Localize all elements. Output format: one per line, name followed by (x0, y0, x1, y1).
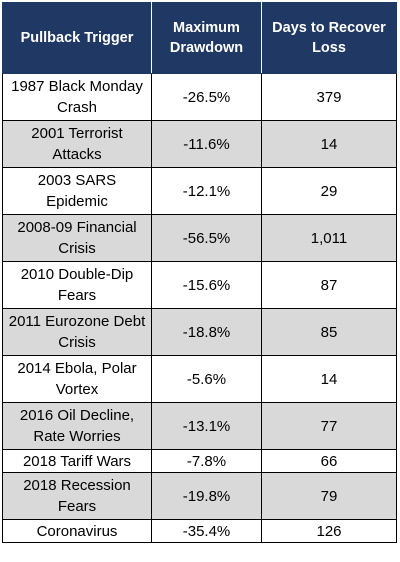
cell-days: 1,011 (261, 214, 397, 262)
cell-trigger: 2018 Tariff Wars (2, 449, 152, 473)
table-row: Coronavirus -35.4% 126 (2, 519, 397, 543)
header-row: Pullback Trigger Maximum Drawdown Days t… (2, 2, 397, 74)
cell-drawdown: -35.4% (151, 519, 262, 543)
pullback-table: Pullback Trigger Maximum Drawdown Days t… (2, 2, 397, 543)
cell-trigger: 2003 SARS Epidemic (2, 167, 152, 215)
cell-trigger: 2010 Double-Dip Fears (2, 261, 152, 309)
cell-trigger: 2011 Eurozone Debt Crisis (2, 308, 152, 356)
cell-days: 379 (261, 73, 397, 121)
cell-drawdown: -15.6% (151, 261, 262, 309)
cell-trigger: 2018 Recession Fears (2, 472, 152, 520)
cell-trigger: 2016 Oil Decline, Rate Worries (2, 402, 152, 450)
table-row: 2016 Oil Decline, Rate Worries -13.1% 77 (2, 402, 397, 450)
header-pullback-trigger: Pullback Trigger (2, 2, 152, 74)
table-row: 2001 Terrorist Attacks -11.6% 14 (2, 120, 397, 168)
cell-drawdown: -18.8% (151, 308, 262, 356)
table-row: 2010 Double-Dip Fears -15.6% 87 (2, 261, 397, 309)
table-row: 2018 Recession Fears -19.8% 79 (2, 472, 397, 520)
cell-drawdown: -26.5% (151, 73, 262, 121)
cell-trigger: 2001 Terrorist Attacks (2, 120, 152, 168)
cell-days: 29 (261, 167, 397, 215)
cell-days: 14 (261, 355, 397, 403)
cell-days: 79 (261, 472, 397, 520)
cell-days: 85 (261, 308, 397, 356)
header-maximum-drawdown: Maximum Drawdown (151, 2, 262, 74)
cell-trigger: 1987 Black Monday Crash (2, 73, 152, 121)
cell-drawdown: -11.6% (151, 120, 262, 168)
cell-trigger: 2008-09 Financial Crisis (2, 214, 152, 262)
cell-days: 66 (261, 449, 397, 473)
cell-days: 126 (261, 519, 397, 543)
cell-days: 77 (261, 402, 397, 450)
table-row: 2011 Eurozone Debt Crisis -18.8% 85 (2, 308, 397, 356)
cell-drawdown: -56.5% (151, 214, 262, 262)
table-row: 2014 Ebola, Polar Vortex -5.6% 14 (2, 355, 397, 403)
table-row: 1987 Black Monday Crash -26.5% 379 (2, 73, 397, 121)
table-row: 2003 SARS Epidemic -12.1% 29 (2, 167, 397, 215)
cell-days: 87 (261, 261, 397, 309)
cell-drawdown: -13.1% (151, 402, 262, 450)
table-row: 2008-09 Financial Crisis -56.5% 1,011 (2, 214, 397, 262)
cell-drawdown: -12.1% (151, 167, 262, 215)
cell-drawdown: -7.8% (151, 449, 262, 473)
cell-trigger: Coronavirus (2, 519, 152, 543)
cell-drawdown: -5.6% (151, 355, 262, 403)
cell-trigger: 2014 Ebola, Polar Vortex (2, 355, 152, 403)
cell-days: 14 (261, 120, 397, 168)
cell-drawdown: -19.8% (151, 472, 262, 520)
header-days-to-recover: Days to Recover Loss (261, 2, 397, 74)
table-row: 2018 Tariff Wars -7.8% 66 (2, 449, 397, 473)
